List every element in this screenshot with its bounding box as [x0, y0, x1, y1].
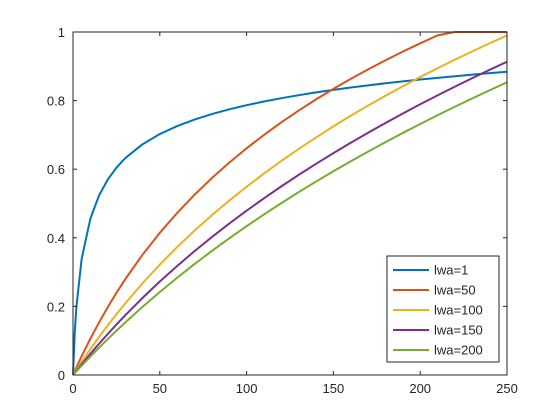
series-line-5: [72, 81, 508, 376]
legend-label-1: lwa=1: [434, 263, 468, 278]
legend-label-5: lwa=200: [434, 343, 483, 358]
y-tick-label: 0.8: [47, 94, 65, 109]
y-tick-label: 0.6: [47, 162, 65, 177]
y-tick-label: 1: [58, 25, 65, 40]
x-tick-label: 100: [236, 381, 258, 396]
x-tick-label: 200: [409, 381, 431, 396]
series-line-3: [72, 34, 508, 376]
y-tick-label: 0: [58, 368, 65, 383]
tick-layer: 0 50 100 150 200 250 0 0.2 0.4 0.6 0.8 1: [47, 25, 518, 396]
x-tick-label: 0: [69, 381, 76, 396]
y-tick-label: 0.2: [47, 299, 65, 314]
series-line-1: [72, 70, 508, 376]
series-layer: [72, 31, 508, 376]
x-tick-label: 50: [153, 381, 167, 396]
legend-label-3: lwa=100: [434, 303, 483, 318]
series-line-2: [72, 31, 507, 376]
legend-label-4: lwa=150: [434, 323, 483, 338]
series-line-4: [72, 60, 508, 376]
legend: lwa=1 lwa=50 lwa=100 lwa=150 lwa=200: [386, 255, 500, 363]
legend-items: lwa=1 lwa=50 lwa=100 lwa=150 lwa=200: [393, 263, 483, 358]
legend-label-2: lwa=50: [434, 283, 476, 298]
x-tick-label: 250: [496, 381, 518, 396]
axes-box: [72, 31, 508, 376]
y-tick-label: 0.4: [47, 231, 65, 246]
x-tick-label: 150: [323, 381, 345, 396]
